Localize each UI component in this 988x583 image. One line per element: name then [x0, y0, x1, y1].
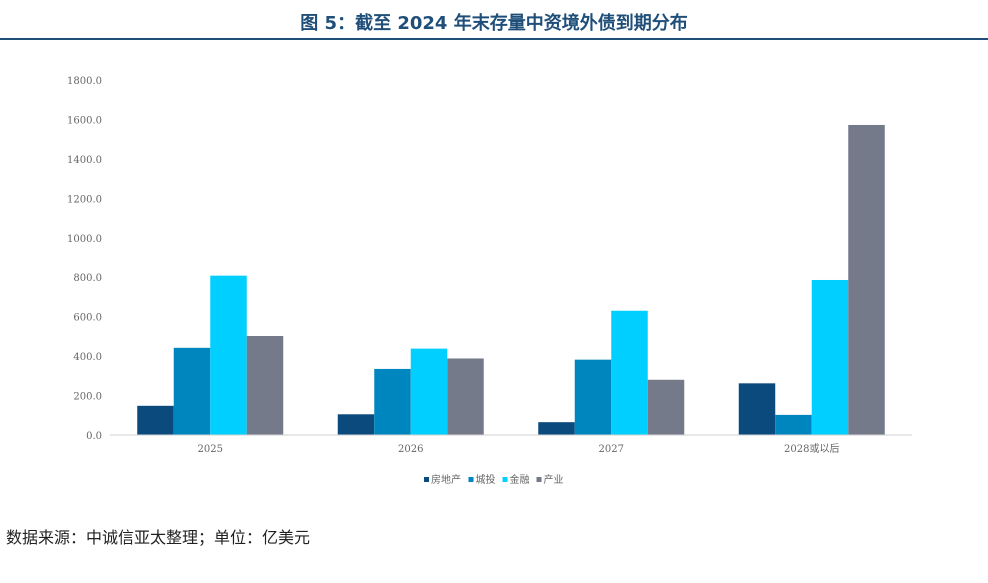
x-tick-label: 2027 [599, 444, 624, 455]
x-tick-label: 2026 [398, 444, 423, 455]
chart-title: 图 5：截至 2024 年末存量中资境外债到期分布 [300, 13, 688, 34]
y-tick-label: 600.0 [73, 313, 102, 324]
bar-金融-2027 [611, 310, 648, 435]
bar-金融-2028或以后 [811, 279, 849, 435]
title-bar: 图 5：截至 2024 年末存量中资境外债到期分布 [0, 0, 988, 40]
legend-label: 房地产 [431, 473, 461, 486]
legend-swatch [536, 477, 542, 482]
bar-产业-2026 [447, 358, 484, 435]
bar-房地产-2028或以后 [738, 383, 776, 435]
legend: 房地产 城投 金融 产业 [424, 473, 564, 486]
bar-金融-2025 [210, 275, 247, 435]
bar-城投-2026 [374, 368, 411, 435]
bar-房地产-2025 [137, 405, 174, 435]
x-tick-label: 2025 [198, 444, 223, 455]
y-tick-label: 1400.0 [67, 155, 102, 166]
legend-swatch [502, 477, 508, 482]
y-tick-label: 1000.0 [67, 234, 102, 245]
y-tick-label: 200.0 [73, 392, 102, 403]
legend-swatch [468, 477, 474, 482]
bar-金融-2026 [410, 348, 448, 435]
y-tick-label: 1800.0 [67, 76, 102, 87]
bar-产业-2025 [246, 335, 284, 435]
x-axis-ticks: 2025 2026 2027 2028或以后 [198, 443, 840, 455]
legend-swatch [424, 477, 429, 482]
x-tick-label: 2028或以后 [784, 443, 839, 455]
y-tick-label: 1600.0 [67, 115, 102, 126]
bar-房地产-2026 [337, 414, 375, 435]
data-source-note: 数据来源：中诚信亚太整理；单位：亿美元 [6, 528, 311, 547]
bar-城投-2025 [173, 347, 211, 435]
y-axis-ticks: 0.0 200.0 400.0 600.0 800.0 1000.0 1200.0 1400.… [67, 76, 102, 442]
bar-产业-2028或以后 [848, 124, 885, 435]
y-tick-label: 400.0 [73, 352, 102, 363]
bar-chart: 0.0 200.0 400.0 600.0 800.0 1000.0 1200.0 1400.… [67, 76, 912, 486]
legend-label: 城投 [476, 473, 496, 486]
bar-产业-2027 [647, 379, 685, 435]
bar-城投-2028或以后 [775, 414, 812, 435]
bar-房地产-2027 [538, 422, 575, 435]
y-tick-label: 0.0 [86, 431, 102, 442]
legend-label: 产业 [544, 473, 564, 486]
y-tick-label: 800.0 [73, 273, 102, 284]
legend-label: 金融 [510, 473, 530, 486]
bar-城投-2027 [574, 359, 612, 435]
bars [137, 124, 885, 435]
y-tick-label: 1200.0 [67, 194, 102, 205]
